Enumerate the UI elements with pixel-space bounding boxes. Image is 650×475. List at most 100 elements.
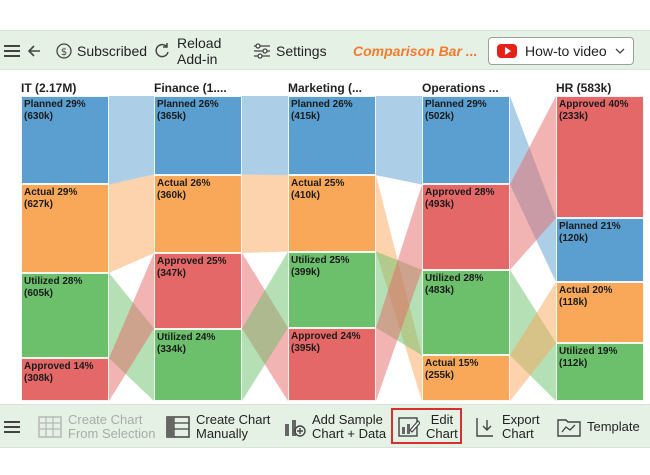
bar-segment-utilized[interactable]: Utilized 28% (483k) (422, 269, 510, 356)
segment-value-label: (627k) (24, 199, 53, 211)
bar-segment-approved[interactable]: Approved 14% (308k) (21, 358, 109, 401)
bar-segment-approved[interactable]: Approved 40% (233k) (556, 96, 644, 218)
hamburger-icon (4, 45, 20, 57)
column-title: HR (583k) (556, 81, 612, 95)
export-chart-button[interactable]: Export Chart (474, 405, 540, 449)
bar-segment-planned[interactable]: Planned 26% (415k) (288, 96, 376, 176)
dollar-circle-icon: $ (56, 43, 72, 59)
sliders-icon (254, 43, 270, 59)
sample-data-icon (285, 420, 306, 437)
segment-percent-label: Utilized 19% (559, 346, 618, 358)
bar-segment-approved[interactable]: Approved 25% (347k) (154, 253, 242, 329)
edit-chart-icon (398, 417, 420, 437)
bar-segment-planned[interactable]: Planned 29% (502k) (422, 96, 510, 185)
segment-label: Approved 14% (308k) (24, 361, 93, 385)
chevron-down-icon (615, 48, 625, 54)
back-arrow-icon (27, 45, 40, 57)
flow-ribbon-approved (510, 96, 556, 270)
column-title: Finance (1.... (154, 81, 227, 95)
bar-segment-utilized[interactable]: Utilized 28% (605k) (21, 272, 109, 359)
export-line2: Chart (502, 426, 534, 441)
segment-value-label: (365k) (157, 111, 186, 122)
segment-value-label: (233k) (559, 111, 588, 122)
bottom-toolbar: Create Chart From Selection Create Chart… (0, 404, 650, 448)
settings-button[interactable]: Settings (253, 31, 327, 71)
create-chart-manually-button[interactable]: Create Chart Manually (166, 405, 270, 449)
segment-value-label: (334k) (157, 343, 186, 355)
table-icon (166, 416, 190, 438)
template-label: Template (587, 419, 640, 434)
reload-addin-button[interactable]: Reload Add-in (153, 31, 221, 71)
bar-segment-approved[interactable]: Approved 24% (395k) (288, 327, 376, 401)
segment-label: Planned 29% (630k) (24, 99, 86, 123)
segment-value-label: (502k) (425, 111, 454, 122)
flow-ribbon-planned (242, 96, 288, 176)
bar-segment-planned[interactable]: Planned 29% (630k) (21, 96, 109, 185)
bar-segment-utilized[interactable]: Utilized 19% (112k) (556, 343, 644, 401)
reload-label-line2: Add-in (177, 51, 218, 67)
column-title: IT (2.17M) (21, 81, 77, 95)
bottom-menu-button[interactable] (4, 405, 20, 449)
segment-percent-label: Actual 29% (24, 187, 78, 199)
flow-ribbon-approved (109, 253, 154, 401)
back-button[interactable] (26, 31, 42, 71)
flow-ribbon-actual (109, 174, 154, 273)
segment-value-label: (308k) (24, 373, 53, 385)
howto-video-button[interactable]: How-to video (488, 31, 634, 71)
bar-segment-utilized[interactable]: Utilized 24% (334k) (154, 328, 242, 401)
segment-label: Utilized 28% (605k) (24, 276, 82, 300)
segment-label: Actual 26% (360k) (157, 178, 210, 202)
reload-icon (155, 43, 169, 58)
folder-chart-icon (557, 419, 581, 437)
segment-percent-label: Planned 29% (425, 99, 487, 110)
settings-label: Settings (276, 43, 327, 59)
segment-percent-label: Approved 24% (291, 330, 361, 342)
bar-segment-actual[interactable]: Actual 15% (255k) (422, 355, 510, 401)
table-icon (38, 416, 62, 438)
youtube-icon (497, 44, 517, 58)
segment-value-label: (395k) (291, 342, 320, 354)
bar-segment-actual[interactable]: Actual 26% (360k) (154, 174, 242, 253)
flow-ribbon-actual (510, 282, 556, 401)
bar-segment-planned[interactable]: Planned 21% (120k) (556, 218, 644, 283)
edit-chart-button[interactable]: Edit Chart (398, 405, 458, 449)
subscribed-button[interactable]: $ Subscribed (56, 31, 147, 71)
segment-value-label: (399k) (291, 266, 320, 278)
segment-label: Approved 25% (347k) (157, 256, 226, 280)
segment-value-label: (360k) (157, 189, 186, 201)
segment-label: Planned 26% (365k) (157, 99, 219, 123)
create-chart-from-selection-button[interactable]: Create Chart From Selection (38, 405, 155, 449)
add-sample-line1: Add Sample (312, 412, 383, 427)
segment-label: Actual 25% (410k) (291, 178, 344, 202)
flow-ribbon-utilized (242, 251, 288, 401)
flow-ribbon-actual (242, 174, 288, 254)
bar-segment-actual[interactable]: Actual 20% (118k) (556, 282, 644, 344)
segment-percent-label: Utilized 25% (291, 254, 350, 266)
create-manual-line2: Manually (196, 426, 249, 441)
bar-segment-actual[interactable]: Actual 25% (410k) (288, 175, 376, 252)
segment-percent-label: Actual 15% (425, 358, 479, 370)
add-sample-chart-button[interactable]: Add Sample Chart + Data (282, 405, 386, 449)
template-button[interactable]: Template (557, 405, 640, 449)
column-title: Marketing (... (288, 81, 363, 95)
create-selection-line1: Create Chart (68, 412, 143, 427)
bar-segment-planned[interactable]: Planned 26% (365k) (154, 96, 242, 175)
segment-value-label: (112k) (559, 358, 588, 370)
segment-label: Actual 15% (255k) (425, 358, 478, 382)
menu-button[interactable] (4, 31, 20, 71)
edit-chart-highlight (391, 408, 462, 444)
segment-label: Utilized 28% (483k) (425, 273, 483, 297)
segment-percent-label: Actual 25% (291, 178, 345, 190)
segment-percent-label: Planned 26% (291, 99, 353, 110)
add-sample-line2: Chart + Data (312, 426, 387, 441)
segment-label: Planned 21% (120k) (559, 221, 621, 245)
segment-label: Actual 29% (627k) (24, 187, 77, 211)
segment-value-label: (118k) (559, 297, 588, 309)
segment-value-label: (415k) (291, 111, 320, 122)
bar-segment-actual[interactable]: Actual 29% (627k) (21, 184, 109, 273)
bar-segment-approved[interactable]: Approved 28% (493k) (422, 184, 510, 270)
segment-value-label: (347k) (157, 268, 186, 280)
bar-segment-utilized[interactable]: Utilized 25% (399k) (288, 251, 376, 328)
flow-ribbon-planned (109, 96, 154, 185)
segment-label: Utilized 24% (334k) (157, 332, 215, 356)
